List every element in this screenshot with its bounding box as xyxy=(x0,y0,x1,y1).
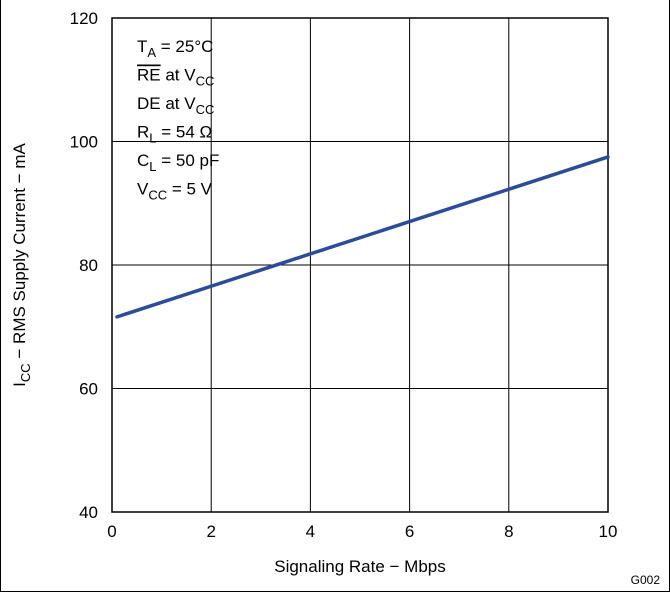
condition-main: R xyxy=(137,123,149,142)
series-line xyxy=(115,155,610,319)
condition-sub: L xyxy=(149,131,156,146)
condition-line: CL = 50 pF xyxy=(137,151,219,174)
grid xyxy=(111,17,609,513)
figure-id: G002 xyxy=(631,573,661,587)
condition-line: TA = 25°C xyxy=(137,37,213,60)
condition-main: C xyxy=(137,151,149,170)
x-tick-label: 8 xyxy=(504,522,513,541)
condition-line: RL = 54 Ω xyxy=(137,123,212,146)
y-axis-label: ICC − RMS Supply Current − mA xyxy=(10,143,33,387)
y-tick-label: 60 xyxy=(79,380,98,399)
condition-sub: A xyxy=(147,45,156,60)
condition-rest: at V xyxy=(161,66,197,85)
x-tick-label: 4 xyxy=(306,522,315,541)
y-tick-labels: 40 60 80 100 120 xyxy=(70,9,98,522)
condition-rest: = 25°C xyxy=(156,37,213,56)
condition-sub: CC xyxy=(148,188,167,203)
x-tick-label: 6 xyxy=(405,522,414,541)
x-axis-label: Signaling Rate − Mbps xyxy=(274,557,446,576)
x-tick-label: 10 xyxy=(599,522,618,541)
condition-main: V xyxy=(137,180,149,199)
condition-line: DE at VCC xyxy=(137,94,214,117)
condition-rest: = 5 V xyxy=(167,180,213,199)
condition-rest: = 50 pF xyxy=(157,151,220,170)
y-tick-label: 100 xyxy=(70,133,98,152)
y-axis-label-sub: CC xyxy=(18,363,33,382)
condition-line: RE at VCC xyxy=(137,66,214,89)
condition-rest: = 54 Ω xyxy=(157,123,213,142)
condition-sub: CC xyxy=(196,74,215,89)
condition-sub: CC xyxy=(196,102,215,117)
y-tick-label: 120 xyxy=(70,9,98,28)
y-axis-label-main: I xyxy=(10,382,29,387)
x-tick-label: 2 xyxy=(206,522,215,541)
series-layer xyxy=(115,155,610,319)
condition-main: T xyxy=(137,37,147,56)
condition-main: DE at V xyxy=(137,94,196,113)
y-tick-label: 80 xyxy=(79,256,98,275)
plot-area xyxy=(111,17,609,513)
x-tick-labels: 0 2 4 6 8 10 xyxy=(107,522,617,541)
condition-sub: L xyxy=(149,159,156,174)
y-axis-label-rest: − RMS Supply Current − mA xyxy=(10,143,29,364)
x-tick-label: 0 xyxy=(107,522,116,541)
condition-line: VCC = 5 V xyxy=(137,180,213,203)
y-tick-label: 40 xyxy=(79,503,98,522)
condition-main: RE xyxy=(137,66,161,85)
